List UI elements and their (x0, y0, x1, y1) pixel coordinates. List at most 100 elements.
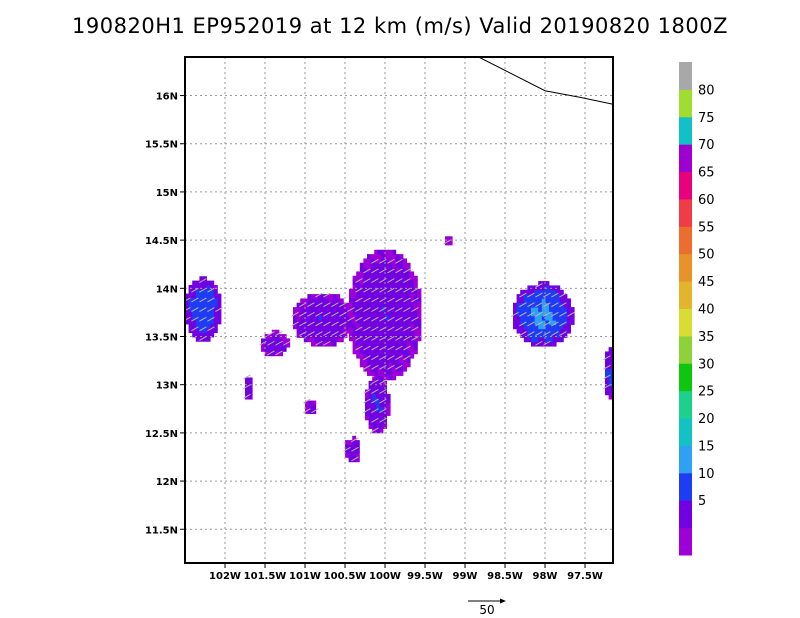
wind-cell (385, 323, 389, 329)
wind-cell (399, 362, 404, 368)
wind-cell (367, 310, 371, 316)
wind-cell (275, 334, 280, 339)
wind-cell (374, 340, 379, 346)
wind-cell (374, 301, 379, 307)
wind-cell (549, 333, 553, 338)
wind-cell (359, 271, 364, 277)
wind-cell (356, 301, 361, 307)
wind-vector (371, 297, 379, 303)
wind-cell (332, 311, 337, 317)
wind-cell (388, 254, 393, 259)
wind-cell (374, 284, 379, 290)
wind-vector (315, 340, 323, 346)
wind-cell (367, 262, 371, 268)
wind-cell (395, 258, 400, 264)
wind-cell (385, 327, 389, 333)
wind-cell (349, 327, 353, 333)
wind-cell (296, 315, 301, 321)
wind-vector (363, 326, 371, 332)
wind-cell (567, 320, 571, 325)
x-tick-label: 98W (533, 571, 558, 582)
wind-cell (300, 333, 305, 338)
wind-cell (379, 411, 384, 416)
wind-cell (300, 328, 305, 334)
wind-cell (392, 366, 397, 372)
wind-cell (343, 324, 348, 330)
wind-cell (248, 377, 253, 383)
wind-vector (379, 345, 387, 351)
wind-cell (377, 301, 382, 307)
wind-cell (395, 323, 400, 329)
wind-cell (206, 310, 211, 316)
wind-cell (367, 345, 371, 350)
colorbar-segment (679, 116, 692, 145)
wind-cell (523, 333, 528, 338)
wind-cell (336, 315, 341, 321)
wind-vector (395, 307, 403, 312)
wind-cell (296, 320, 301, 325)
wind-vector (395, 278, 403, 284)
wind-cell (552, 311, 557, 317)
wind-cell (377, 340, 382, 346)
wind-cell (359, 332, 364, 337)
wind-cell (410, 345, 415, 350)
wind-cell (413, 275, 418, 281)
wind-cell (392, 345, 397, 350)
wind-cell (188, 302, 193, 308)
wind-cell (296, 311, 301, 317)
wind-cell (388, 249, 393, 255)
wind-cell (332, 341, 337, 347)
wind-cell (392, 301, 397, 307)
wind-cell (392, 327, 397, 333)
wind-cell (356, 275, 361, 281)
wind-cell (552, 298, 557, 304)
wind-cell (377, 275, 382, 281)
wind-cell (359, 306, 364, 311)
wind-cell (399, 301, 404, 307)
wind-cell (374, 310, 379, 316)
wind-cell (210, 284, 215, 290)
wind-cell (385, 314, 389, 320)
colorbar-label: 45 (698, 275, 715, 290)
wind-cell (188, 328, 193, 334)
wind-vector (355, 335, 363, 341)
wind-cell (185, 302, 189, 308)
wind-cell (392, 254, 397, 259)
wind-cell (383, 424, 387, 429)
wind-cell (383, 393, 387, 399)
wind-cell (556, 315, 561, 321)
wind-cell (375, 398, 380, 403)
wind-vector (559, 302, 567, 308)
wind-cell (370, 340, 375, 346)
wind-cell (213, 284, 218, 290)
wind-cell (367, 314, 371, 320)
wind-cell (367, 284, 371, 290)
wind-cell (374, 358, 379, 363)
wind-vector (363, 398, 371, 404)
wind-cell (352, 340, 357, 346)
wind-cell (413, 284, 418, 290)
wind-cell (608, 368, 613, 374)
wind-cell (367, 280, 371, 285)
wind-cell (545, 328, 550, 334)
wind-cell (399, 254, 404, 259)
wind-cell (363, 323, 368, 329)
wind-cell (374, 271, 379, 277)
colorbar-segment (679, 281, 692, 309)
wind-cell (374, 275, 379, 281)
wind-cell (370, 336, 375, 342)
x-tick-label: 100W (369, 571, 401, 582)
wind-cell (413, 327, 418, 333)
wind-cell (245, 377, 249, 383)
wind-cell (271, 351, 276, 357)
wind-vector (331, 302, 339, 308)
wind-vector (395, 258, 403, 264)
wind-cell (538, 289, 543, 295)
wind-cell (307, 298, 312, 304)
wind-cell (325, 302, 330, 308)
wind-cell (356, 323, 361, 329)
wind-cell (349, 297, 353, 303)
wind-cell (379, 385, 384, 390)
wind-cell (417, 306, 422, 311)
wind-cell (381, 267, 386, 272)
